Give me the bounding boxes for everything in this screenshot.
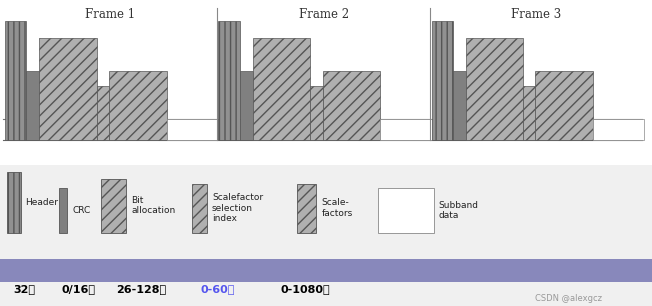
Text: CSDN @alexgcz: CSDN @alexgcz xyxy=(535,294,602,303)
Bar xyxy=(252,38,310,140)
Text: Scalefactor
selection
index: Scalefactor selection index xyxy=(212,193,263,223)
Bar xyxy=(26,71,38,140)
Bar xyxy=(38,38,96,140)
Bar xyxy=(432,21,452,140)
Bar xyxy=(59,188,67,233)
Text: CRC: CRC xyxy=(72,206,91,215)
Bar xyxy=(523,86,535,140)
Bar xyxy=(310,86,323,140)
Text: 0-60位: 0-60位 xyxy=(201,284,235,294)
Bar xyxy=(96,86,110,140)
Text: 0/16位: 0/16位 xyxy=(62,284,96,294)
Bar xyxy=(7,172,21,233)
Text: Frame 3: Frame 3 xyxy=(511,8,561,21)
Text: Bit
allocation: Bit allocation xyxy=(131,196,175,215)
Bar xyxy=(297,184,316,233)
Text: Scale-
factors: Scale- factors xyxy=(321,198,353,218)
Bar xyxy=(323,71,381,140)
Bar xyxy=(110,71,167,140)
Text: 26-128位: 26-128位 xyxy=(116,284,166,294)
Bar xyxy=(593,119,644,140)
Text: 0-1080位: 0-1080位 xyxy=(280,284,330,294)
Bar xyxy=(218,21,240,140)
Bar xyxy=(535,71,593,140)
Text: Subband
data: Subband data xyxy=(439,201,479,220)
Bar xyxy=(101,179,126,233)
Bar xyxy=(5,21,26,140)
Bar xyxy=(240,71,252,140)
Bar xyxy=(378,188,434,233)
Text: 32位: 32位 xyxy=(13,284,35,294)
Bar xyxy=(192,184,207,233)
Text: Header: Header xyxy=(25,198,59,207)
Bar xyxy=(167,119,218,140)
Bar xyxy=(381,119,432,140)
Bar xyxy=(466,38,523,140)
Text: Frame 1: Frame 1 xyxy=(85,8,135,21)
Bar xyxy=(452,71,466,140)
Text: Frame 2: Frame 2 xyxy=(299,8,349,21)
